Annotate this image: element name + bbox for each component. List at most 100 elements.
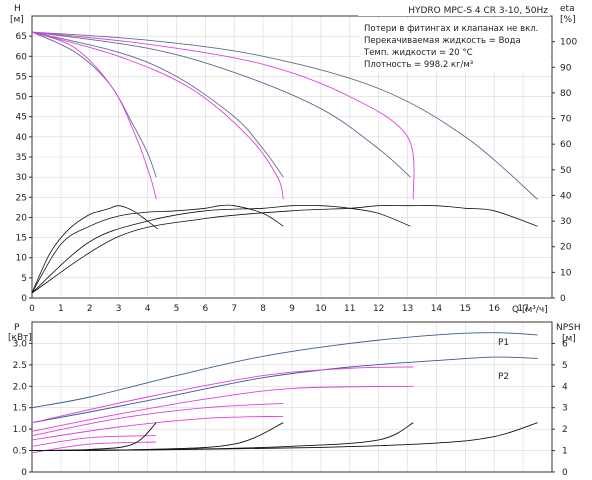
head-curve [31, 31, 284, 178]
y-tick-label: 45 [16, 113, 27, 123]
head-curve [31, 31, 157, 178]
note-line: Перекачиваемая жидкость = Вода [364, 36, 521, 46]
x-tick-label: 14 [431, 304, 443, 314]
top-curves [31, 31, 538, 294]
x-tick-label: 16 [488, 304, 500, 314]
title-box [358, 4, 550, 16]
x-tick-label: 2 [87, 304, 93, 314]
x-tick-label: 15 [460, 304, 471, 314]
efficiency-curve [31, 205, 158, 294]
power-axis-unit: [кВт] [8, 333, 32, 343]
y-tick-label: 35 [16, 153, 27, 163]
x-tick-label: 10 [315, 304, 327, 314]
note-line: Темп. жидкости = 20 °C [363, 48, 473, 58]
y-tick-label: 25 [16, 193, 27, 203]
npsh-axis-unit: [м] [562, 334, 576, 344]
y-tick-label: 65 [16, 32, 27, 42]
system-curve [31, 31, 284, 200]
x-tick-label: 13 [402, 304, 413, 314]
y2-tick-label: 2 [562, 425, 568, 435]
bottom-curves [31, 332, 538, 454]
x-tick-label: 1 [58, 304, 64, 314]
x-tick-label: 17 [517, 304, 528, 314]
x-tick-label: 11 [344, 304, 355, 314]
top-y2-ticks: 0 10 20 30 40 50 60 70 80 90 100 [552, 38, 577, 304]
y-tick-label: 20 [16, 213, 28, 223]
notes-box: Потери в фитингах и клапанах не вкл. Пер… [360, 20, 550, 72]
bottom-panel: 0 0.5 1.0 1.5 2.0 2.5 3.0 0 1 2 3 4 5 6 P [кВт] NPSH… [8, 321, 581, 478]
power-axis-label: P [14, 323, 20, 333]
y-tick-label: 50 [16, 93, 28, 103]
power_system-curve [31, 385, 414, 432]
head-axis-label: H [14, 4, 21, 14]
top-grid [31, 16, 552, 299]
y-tick-label: 55 [16, 72, 27, 82]
y2-tick-label: 4 [562, 382, 568, 392]
x-tick-label: 5 [174, 304, 180, 314]
chart-title: HYDRO MPC-S 4 CR 3-10, 50Hz [408, 6, 548, 16]
y2-tick-label: 0 [560, 294, 566, 304]
system-curve [31, 31, 415, 200]
y-tick-label: 1.0 [13, 425, 28, 435]
power_system-curve [31, 366, 414, 424]
eta-axis-unit: [%] [560, 15, 576, 25]
x-tick-label: 0 [29, 304, 35, 314]
series-label-p2: P2 [498, 372, 509, 382]
y-tick-label: 0.5 [13, 447, 27, 457]
y2-tick-label: 0 [562, 468, 568, 478]
top-y-ticks: 0 5 10 15 20 25 30 35 40 45 50 55 60 65 [16, 32, 32, 304]
y-tick-label: 0 [21, 294, 27, 304]
npsh-curve [31, 422, 157, 452]
head-axis-unit: [м] [10, 15, 24, 25]
y2-tick-label: 70 [560, 115, 572, 125]
y2-tick-label: 6 [562, 339, 568, 349]
npsh-axis-label: NPSH [556, 323, 581, 333]
eta-axis-label: eta [560, 4, 575, 14]
power-curve [31, 332, 538, 409]
bottom-plot-frame [31, 321, 553, 473]
x-tick-label: 4 [145, 304, 151, 314]
y-tick-label: 3.0 [13, 339, 28, 349]
y-tick-label: 2.5 [13, 361, 27, 371]
y-tick-label: 0 [21, 468, 27, 478]
y-tick-label: 40 [16, 133, 28, 143]
y2-tick-label: 10 [560, 268, 572, 278]
note-line: Потери в фитингах и клапанах не вкл. [364, 24, 538, 34]
power_system-curve [31, 402, 284, 437]
y2-tick-label: 50 [560, 166, 572, 176]
x-tick-label: 3 [116, 304, 122, 314]
flow-axis-label: Q [м³/ч] [512, 305, 548, 315]
efficiency-curve [31, 204, 284, 294]
y-tick-label: 30 [16, 173, 28, 183]
x-tick-label: 8 [260, 304, 266, 314]
y2-tick-label: 3 [562, 404, 568, 414]
note-line: Плотность = 998.2 кг/м³ [364, 60, 473, 70]
power_system-curve [31, 435, 157, 447]
x-tick-label: 9 [289, 304, 295, 314]
x-tick-label: 12 [373, 304, 384, 314]
head-curve [31, 31, 538, 200]
y-tick-label: 15 [16, 234, 27, 244]
bottom-y-ticks: 0 0.5 1.0 1.5 2.0 2.5 3.0 [13, 339, 32, 478]
x-tick-label: 7 [231, 304, 237, 314]
bottom-grid [31, 322, 552, 473]
power-curve [31, 356, 538, 424]
y-tick-label: 5 [21, 274, 27, 284]
y2-tick-label: 20 [560, 243, 572, 253]
efficiency-curve [31, 205, 538, 294]
y2-tick-label: 60 [560, 140, 572, 150]
y2-tick-label: 30 [560, 217, 572, 227]
top-x-ticks: 0 1 2 3 4 5 6 7 8 9 10 11 12 13 14 15 16 17 [29, 304, 529, 314]
y2-tick-label: 100 [560, 38, 577, 48]
x-tick-label: 6 [202, 304, 208, 314]
efficiency-curve [31, 205, 411, 294]
top-panel: 0 1 2 3 4 5 6 7 8 9 10 11 12 13 14 15 16 17 0510152025303… [10, 4, 577, 315]
y2-tick-label: 40 [560, 191, 572, 201]
series-label-p1: P1 [498, 338, 509, 348]
y2-tick-label: 1 [562, 447, 568, 457]
power_system-curve [31, 415, 284, 441]
y2-tick-label: 5 [562, 361, 568, 371]
system-curve [31, 31, 157, 200]
y-tick-label: 2.0 [13, 382, 28, 392]
